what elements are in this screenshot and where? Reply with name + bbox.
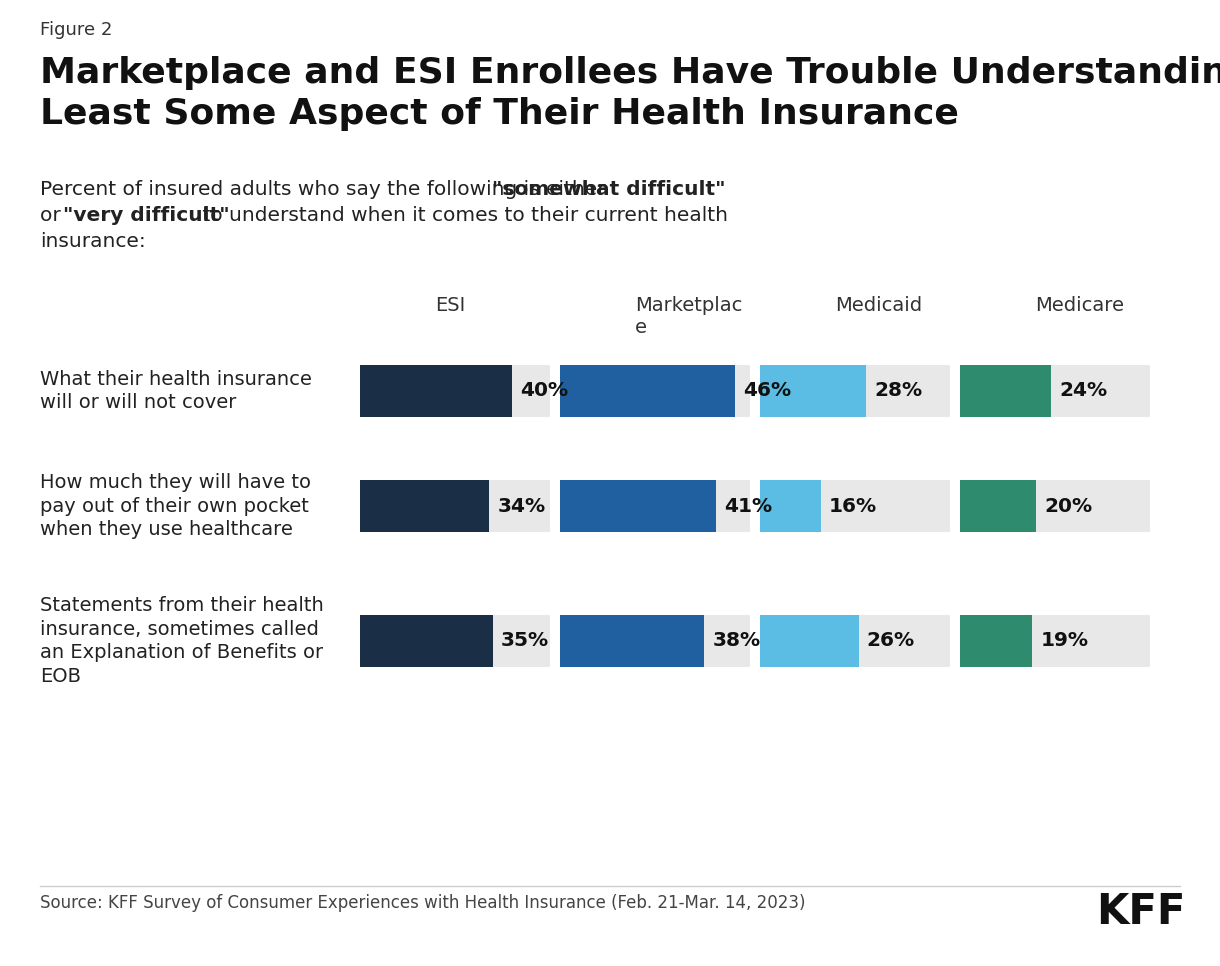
Text: What their health insurance
will or will not cover: What their health insurance will or will…: [40, 370, 312, 412]
FancyBboxPatch shape: [760, 365, 866, 417]
Text: 24%: 24%: [1059, 382, 1108, 401]
Text: Marketplac
e: Marketplac e: [634, 296, 743, 337]
FancyBboxPatch shape: [960, 615, 1032, 667]
Text: insurance:: insurance:: [40, 232, 145, 251]
Text: 16%: 16%: [828, 497, 877, 516]
FancyBboxPatch shape: [960, 480, 1150, 532]
FancyBboxPatch shape: [560, 365, 734, 417]
Text: Percent of insured adults who say the following is either: Percent of insured adults who say the fo…: [40, 180, 612, 199]
FancyBboxPatch shape: [960, 365, 1150, 417]
Text: 35%: 35%: [501, 632, 549, 650]
Text: Source: KFF Survey of Consumer Experiences with Health Insurance (Feb. 21-Mar. 1: Source: KFF Survey of Consumer Experienc…: [40, 894, 805, 912]
Text: ESI: ESI: [436, 296, 465, 315]
Text: 46%: 46%: [743, 382, 791, 401]
Text: "somewhat difficult": "somewhat difficult": [493, 180, 726, 199]
FancyBboxPatch shape: [360, 615, 550, 667]
FancyBboxPatch shape: [960, 480, 1036, 532]
Text: 41%: 41%: [723, 497, 772, 516]
Text: or: or: [40, 206, 67, 225]
FancyBboxPatch shape: [360, 480, 489, 532]
FancyBboxPatch shape: [960, 615, 1150, 667]
FancyBboxPatch shape: [360, 480, 550, 532]
Text: 40%: 40%: [520, 382, 569, 401]
FancyBboxPatch shape: [960, 365, 1052, 417]
Text: 38%: 38%: [712, 632, 760, 650]
FancyBboxPatch shape: [560, 615, 750, 667]
Text: 28%: 28%: [875, 382, 922, 401]
FancyBboxPatch shape: [760, 480, 821, 532]
Text: to understand when it comes to their current health: to understand when it comes to their cur…: [196, 206, 728, 225]
Text: 19%: 19%: [1041, 632, 1088, 650]
FancyBboxPatch shape: [360, 615, 493, 667]
Text: 26%: 26%: [866, 632, 915, 650]
Text: "very difficult": "very difficult": [63, 206, 231, 225]
FancyBboxPatch shape: [360, 365, 512, 417]
Text: Marketplace and ESI Enrollees Have Trouble Understanding at
Least Some Aspect of: Marketplace and ESI Enrollees Have Troub…: [40, 56, 1220, 130]
Text: Figure 2: Figure 2: [40, 21, 112, 39]
Text: Medicare: Medicare: [1035, 296, 1124, 315]
FancyBboxPatch shape: [360, 365, 550, 417]
FancyBboxPatch shape: [760, 615, 859, 667]
FancyBboxPatch shape: [560, 480, 750, 532]
Text: Medicaid: Medicaid: [834, 296, 922, 315]
Text: How much they will have to
pay out of their own pocket
when they use healthcare: How much they will have to pay out of th…: [40, 473, 311, 539]
Text: 34%: 34%: [498, 497, 545, 516]
FancyBboxPatch shape: [760, 615, 950, 667]
FancyBboxPatch shape: [560, 480, 716, 532]
Text: KFF: KFF: [1096, 891, 1185, 933]
FancyBboxPatch shape: [760, 480, 950, 532]
Text: Statements from their health
insurance, sometimes called
an Explanation of Benef: Statements from their health insurance, …: [40, 596, 323, 686]
Text: 20%: 20%: [1044, 497, 1092, 516]
FancyBboxPatch shape: [760, 365, 950, 417]
FancyBboxPatch shape: [560, 615, 704, 667]
FancyBboxPatch shape: [560, 365, 750, 417]
